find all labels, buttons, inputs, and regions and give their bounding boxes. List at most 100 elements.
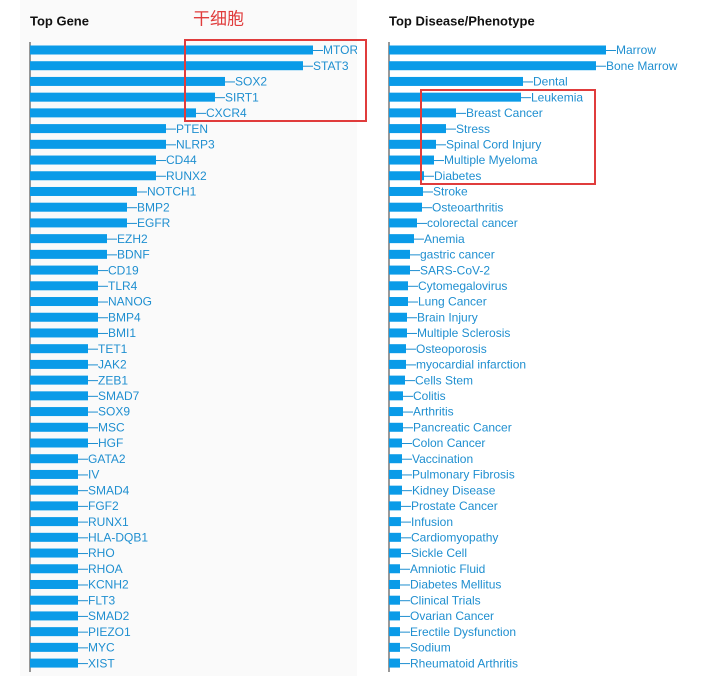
bar-label: SMAD4 (88, 483, 130, 497)
bar-label: Colitis (413, 389, 446, 403)
bar (389, 171, 424, 181)
bar-label: ZEB1 (98, 373, 128, 387)
bar (30, 611, 78, 621)
bar-label: XIST (88, 656, 115, 670)
bar (389, 297, 408, 307)
bar (389, 218, 417, 228)
bar (389, 611, 400, 621)
bar (389, 76, 523, 86)
bar (30, 312, 98, 322)
bar-label: Breast Cancer (466, 106, 543, 120)
bar-label: RHO (88, 546, 115, 560)
bar-label: Leukemia (531, 90, 583, 104)
bar (389, 61, 596, 71)
bar (389, 564, 400, 574)
bar (30, 218, 127, 228)
bar (389, 139, 436, 149)
bar (30, 517, 78, 527)
bar-label: Brain Injury (417, 310, 478, 324)
bar-label: Sodium (410, 641, 451, 655)
bar (30, 186, 137, 196)
bar (389, 124, 446, 134)
bar-label: KCNH2 (88, 578, 129, 592)
bar-label: MSC (98, 420, 125, 434)
bar-label: Dental (533, 75, 568, 89)
bar (30, 281, 98, 291)
bar-label: Rheumatoid Arthritis (410, 656, 518, 670)
bar (30, 501, 78, 511)
highlight-box (184, 39, 367, 122)
bar-label: colorectal cancer (427, 216, 518, 230)
bar-label: NLRP3 (176, 137, 215, 151)
bar-label: TET1 (98, 342, 128, 356)
bar-label: Osteoarthritis (432, 200, 503, 214)
bar-label: HGF (98, 436, 123, 450)
bar-label: CD44 (166, 153, 197, 167)
bar (389, 186, 423, 196)
bar-label: Ovarian Cancer (410, 609, 494, 623)
bar (30, 139, 166, 149)
highlight-box (420, 89, 596, 185)
bar-label: SIRT1 (225, 90, 259, 104)
bar-label: CXCR4 (206, 106, 247, 120)
bar (30, 155, 156, 165)
bar-label: Anemia (424, 232, 465, 246)
bar-label: STAT3 (313, 59, 349, 73)
bar (389, 344, 406, 354)
bar (389, 658, 400, 668)
bar-label: Amniotic Fluid (410, 562, 485, 576)
bar (389, 108, 456, 118)
bar (30, 438, 88, 448)
bar (389, 249, 410, 259)
bar (389, 595, 400, 605)
bar-label: FLT3 (88, 593, 115, 607)
bar (389, 391, 403, 401)
bar (30, 92, 215, 102)
bar (389, 281, 408, 291)
bar-label: RUNX1 (88, 515, 129, 529)
bar-label: BMP4 (108, 310, 141, 324)
bar-label: RHOA (88, 562, 123, 576)
bar-label: SOX9 (98, 405, 130, 419)
bar-label: Sickle Cell (411, 546, 467, 560)
bar-label: Multiple Myeloma (444, 153, 538, 167)
bar (389, 485, 402, 495)
bar-label: Prostate Cancer (411, 499, 498, 513)
bar-label: Osteoporosis (416, 342, 487, 356)
bar-label: Stroke (433, 185, 468, 199)
bar-label: Pancreatic Cancer (413, 420, 512, 434)
bar (389, 532, 401, 542)
bar (30, 45, 313, 55)
bar (30, 234, 107, 244)
bar (30, 76, 225, 86)
bar-label: BMI1 (108, 326, 136, 340)
bar (389, 642, 400, 652)
bar-label: PIEZO1 (88, 625, 131, 639)
bar (30, 579, 78, 589)
bar (389, 407, 403, 417)
bar (30, 202, 127, 212)
bar-label: CD19 (108, 263, 139, 277)
bar (389, 45, 606, 55)
bar-label: Arthritis (413, 405, 454, 419)
bar (30, 265, 98, 275)
bar-label: Cardiomyopathy (411, 530, 498, 544)
bar (30, 391, 88, 401)
bar-label: Vaccination (412, 452, 473, 466)
bar-label: Clinical Trials (410, 593, 481, 607)
bar-label: Spinal Cord Injury (446, 137, 541, 151)
bar (389, 155, 434, 165)
bar (30, 297, 98, 307)
bar-label: SOX2 (235, 75, 267, 89)
bar (389, 359, 406, 369)
annotation: 干细胞 (193, 9, 244, 28)
bar-label: MYC (88, 641, 115, 655)
bar (30, 564, 78, 574)
bar-label: BMP2 (137, 200, 170, 214)
chart-title: Top Disease/Phenotype (389, 13, 535, 28)
bar-label: Diabetes Mellitus (410, 578, 501, 592)
bar (30, 171, 156, 181)
bar-label: Multiple Sclerosis (417, 326, 510, 340)
bar (389, 454, 402, 464)
bar (30, 485, 78, 495)
